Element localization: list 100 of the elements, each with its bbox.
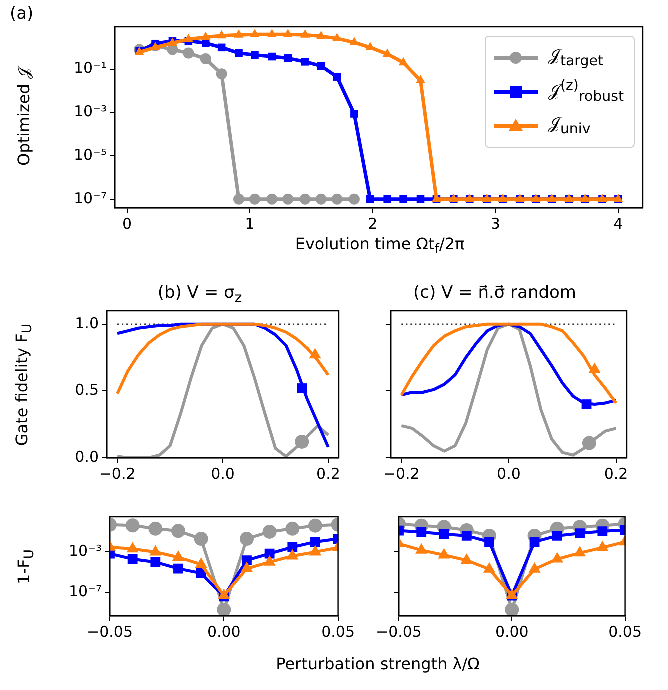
point [284,54,292,62]
x-tick-label: 3 [490,214,500,233]
point [333,73,342,81]
point [530,537,540,548]
y-tick-label: 0.0 [75,448,99,466]
y-tick-label: 1.0 [75,314,99,332]
point [234,30,244,38]
point [308,518,322,533]
y-tick-label: 10⁻³ [74,102,107,121]
point [194,532,208,546]
point [150,545,162,556]
chart-title: (a) [10,4,34,24]
point [202,39,210,48]
point [398,57,408,66]
point [184,34,194,42]
point [216,68,228,80]
chart-title: (b) V = σ$_{z}$ [158,283,242,306]
x-tick-label: 0.0 [211,464,235,483]
point [217,30,227,39]
point [574,546,586,557]
point [350,110,358,118]
point [332,194,343,205]
point [416,195,425,204]
y-axis-title: Optimized 𝒥 [14,68,34,166]
point [416,527,427,538]
point [264,555,276,566]
point [235,49,243,58]
point [234,194,245,205]
point [348,194,360,205]
point [366,195,374,204]
point [201,32,211,40]
x-tick-label: 0.00 [495,622,529,641]
point [218,44,226,52]
legend-label: 𝒥$_{target}$ [548,46,604,70]
point [310,537,320,548]
point [150,557,161,568]
point [286,522,300,536]
point [551,552,564,563]
point [438,548,450,559]
point [200,54,212,65]
point [300,30,310,38]
point [317,62,326,70]
point [251,51,259,60]
point [288,542,298,552]
point [483,562,496,573]
x-tick-label: 0 [122,214,132,233]
y-tick-label: 10⁻¹ [74,59,107,78]
x-tick-label: 1 [245,214,255,233]
x-tick-label: 4 [614,214,624,233]
point [171,524,186,538]
point [262,524,277,539]
point [462,531,472,541]
point [309,348,322,359]
legend-label: 𝒥$_{univ}$ [548,114,591,138]
point [332,33,342,42]
point [242,556,252,566]
x-tick-label: 0.00 [207,622,241,641]
point [596,540,609,552]
point [598,526,608,536]
point [148,522,163,536]
point [240,532,254,546]
point [316,194,327,205]
point [575,528,586,538]
point [217,602,232,616]
point [183,48,194,59]
point [439,529,450,540]
point [250,29,260,38]
chart-title: (c) V = n⃗.σ⃗ random [414,283,576,303]
point [218,588,230,600]
point [126,518,140,533]
point [267,29,277,38]
point [484,537,494,548]
point [309,545,322,556]
point [295,434,310,449]
point [283,29,293,38]
x-axis-title: Perturbation strength λ/Ω [276,654,480,674]
x-tick-label: 0.0 [497,464,521,483]
point [552,531,562,541]
point [286,549,299,560]
point [416,543,428,554]
point [384,195,392,204]
point [416,75,426,84]
point [282,194,294,205]
x-tick-label: 0.2 [316,464,340,483]
point [460,554,473,564]
x-tick-label: −0.05 [376,622,422,641]
point [297,384,308,394]
y-tick-label: 10⁻³ [68,542,102,560]
point [400,195,408,204]
point [268,52,276,61]
y-tick-label: 0.5 [75,381,99,400]
point [316,30,326,40]
x-tick-label: 0.05 [608,622,642,641]
point [172,550,185,561]
x-tick-label: −0.2 [99,464,136,483]
point [249,194,260,205]
point [266,194,278,205]
point [382,48,392,57]
point [128,554,138,564]
y-tick-label: 10⁻⁷ [74,189,107,208]
